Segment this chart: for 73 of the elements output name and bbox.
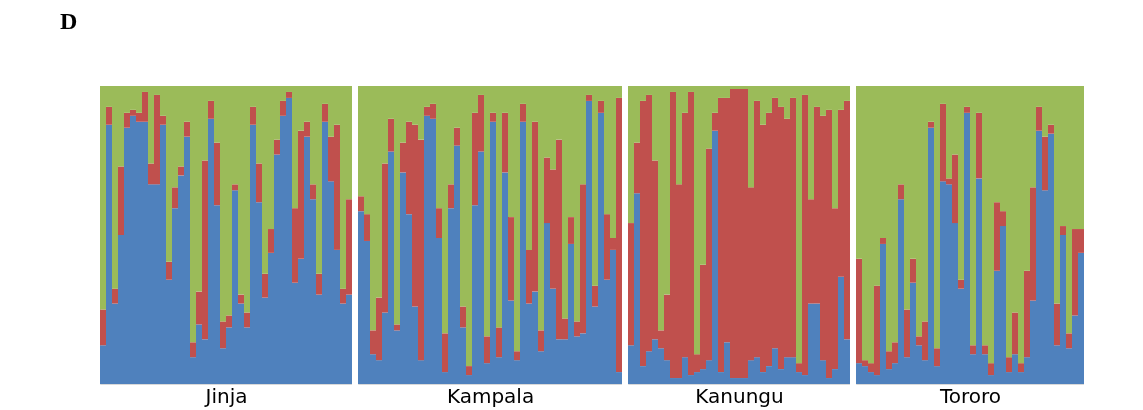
bar: [904, 309, 910, 358]
bar: [568, 217, 574, 244]
x-axis-title: Kampala: [446, 383, 535, 408]
bar: [322, 103, 328, 122]
bar: [436, 208, 442, 238]
bar: [250, 106, 256, 125]
bar: [964, 106, 970, 113]
bar: [166, 261, 172, 280]
bar: [238, 294, 244, 304]
bar: [502, 112, 508, 173]
bar: [448, 184, 454, 209]
bar: [1042, 136, 1048, 191]
bar: [496, 327, 502, 358]
bar: [520, 103, 526, 122]
bar: [214, 142, 220, 206]
bar: [466, 366, 472, 376]
bar: [316, 273, 322, 295]
bar: [1018, 363, 1024, 373]
bar: [1054, 303, 1060, 346]
bar: [898, 184, 904, 200]
bar: [232, 184, 238, 191]
bar: [586, 94, 592, 101]
bar: [388, 118, 394, 152]
bar: [982, 345, 988, 355]
bar: [958, 279, 964, 289]
bar: [178, 166, 184, 176]
bar: [880, 237, 886, 244]
bar: [508, 217, 514, 301]
bar: [112, 288, 118, 304]
bar: [1066, 333, 1072, 349]
bar: [1012, 312, 1018, 355]
bar: [1036, 106, 1042, 131]
bar: [172, 187, 178, 209]
bar: [394, 324, 400, 331]
x-axis-title: Tororo: [938, 383, 1002, 408]
bar: [274, 139, 280, 155]
bar: [628, 223, 634, 346]
bar: [1006, 357, 1012, 373]
bar: [910, 258, 916, 283]
bar: [106, 106, 112, 125]
chart-title: D: [60, 8, 78, 34]
bar: [1048, 124, 1054, 134]
bar: [190, 342, 196, 358]
bar: [598, 100, 604, 113]
bar: [976, 112, 982, 179]
bar: [484, 336, 490, 364]
bar: [256, 163, 262, 203]
bar: [286, 91, 292, 98]
bar: [592, 285, 598, 307]
bar: [934, 348, 940, 367]
bar: [514, 351, 520, 361]
bar: [364, 214, 370, 241]
bar: [358, 196, 364, 212]
bar: [928, 121, 934, 128]
bar: [310, 184, 316, 200]
bar: [208, 100, 214, 119]
bar: [460, 306, 466, 328]
bar: [262, 273, 268, 298]
x-axis-title: Jinja: [203, 383, 248, 408]
bar: [280, 100, 286, 116]
bar: [244, 312, 250, 328]
bar: [442, 333, 448, 373]
bar: [118, 166, 124, 235]
bar: [988, 363, 994, 376]
x-axis-title: Kanungu: [695, 383, 784, 408]
bar: [454, 127, 460, 146]
bar: [538, 330, 544, 352]
bar: [1060, 226, 1066, 235]
bar: [184, 121, 190, 137]
bar: [100, 309, 106, 346]
bar: [490, 112, 496, 122]
bar: [268, 229, 274, 253]
bar: [970, 345, 976, 355]
